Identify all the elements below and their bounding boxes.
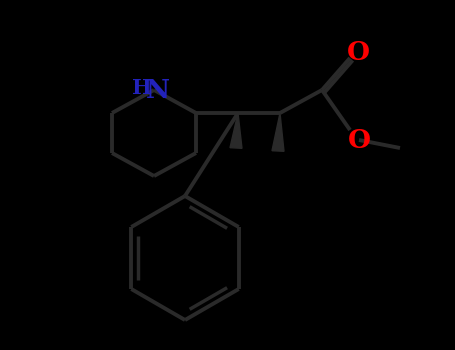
Polygon shape	[272, 113, 284, 151]
Text: O: O	[347, 40, 369, 64]
Polygon shape	[230, 113, 242, 148]
Text: N: N	[146, 78, 170, 104]
Text: H: H	[132, 78, 152, 98]
Text: O: O	[348, 127, 370, 153]
